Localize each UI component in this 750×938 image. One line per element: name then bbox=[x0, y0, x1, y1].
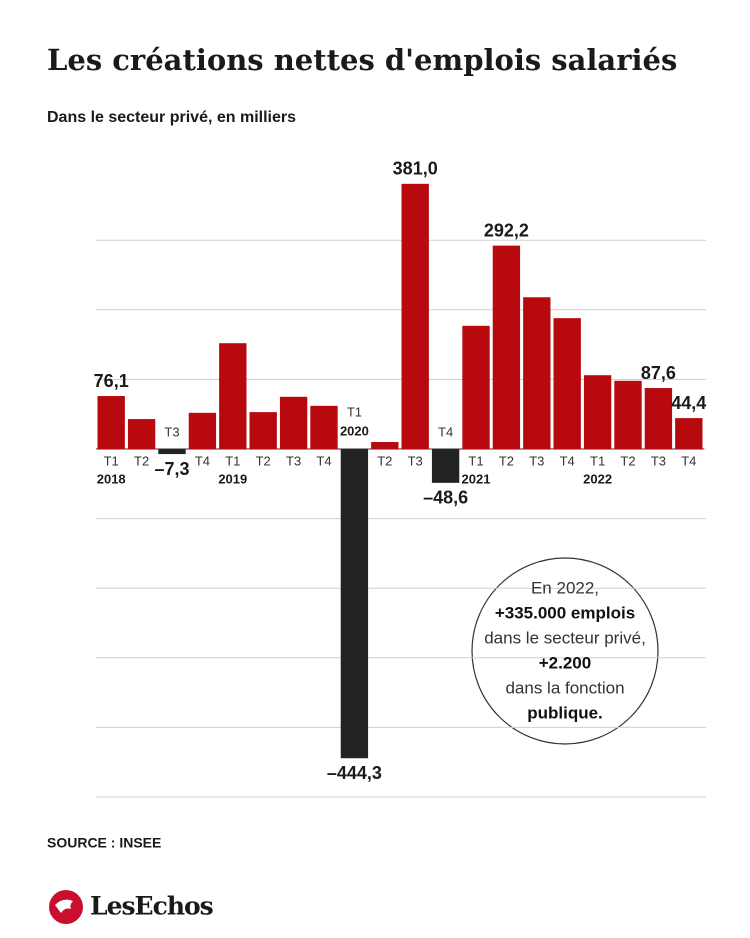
x-tick-label: T2 bbox=[256, 453, 271, 468]
year-label: 2021 bbox=[462, 471, 491, 486]
year-label: 2019 bbox=[218, 471, 247, 486]
value-label: –48,6 bbox=[423, 488, 468, 508]
bar bbox=[97, 396, 125, 449]
x-tick-label: T3 bbox=[408, 453, 423, 468]
x-tick-label: T2 bbox=[377, 453, 392, 468]
bar bbox=[310, 405, 338, 449]
bar bbox=[340, 449, 369, 759]
bar bbox=[675, 418, 703, 449]
annotation-line: En 2022, bbox=[531, 578, 599, 597]
bar bbox=[583, 375, 612, 449]
annotation-line: dans le secteur privé, bbox=[484, 628, 646, 647]
value-label: 381,0 bbox=[393, 159, 438, 179]
bar bbox=[431, 449, 460, 483]
year-label: 2022 bbox=[583, 471, 612, 486]
bar bbox=[523, 297, 551, 449]
x-tick-label: T3 bbox=[164, 424, 179, 439]
bar bbox=[614, 380, 642, 449]
bar bbox=[462, 325, 490, 449]
x-tick-label: T1 bbox=[347, 404, 362, 419]
annotation-line: +335.000 emplois bbox=[495, 603, 635, 622]
annotation-circle bbox=[471, 557, 659, 745]
x-tick-label: T3 bbox=[286, 453, 301, 468]
x-tick-label: T4 bbox=[195, 453, 210, 468]
x-tick-label: T3 bbox=[651, 453, 666, 468]
value-label: 87,6 bbox=[641, 363, 676, 383]
annotation-line: +2.200 bbox=[539, 653, 591, 672]
bar bbox=[553, 318, 581, 449]
annotation-line: dans la fonction bbox=[505, 678, 624, 697]
x-tick-label: T4 bbox=[560, 453, 575, 468]
chart-subtitle: Dans le secteur privé, en milliers bbox=[47, 109, 296, 126]
year-label: 2020 bbox=[340, 423, 369, 438]
x-tick-label: T1 bbox=[225, 453, 240, 468]
bar bbox=[127, 419, 156, 449]
x-tick-label: T2 bbox=[134, 453, 149, 468]
value-label: 44,4 bbox=[671, 393, 706, 413]
source: SOURCE : INSEE bbox=[47, 835, 161, 851]
bar bbox=[158, 449, 186, 455]
value-label: –444,3 bbox=[327, 763, 382, 783]
bar bbox=[188, 412, 217, 449]
x-tick-label: T4 bbox=[316, 453, 331, 468]
bar bbox=[644, 388, 673, 449]
value-label: 292,2 bbox=[484, 220, 529, 240]
x-tick-label: T2 bbox=[620, 453, 635, 468]
x-tick-label: T4 bbox=[438, 424, 453, 439]
bar bbox=[219, 343, 247, 449]
x-tick-label: T4 bbox=[681, 453, 696, 468]
value-label: –7,3 bbox=[154, 459, 189, 479]
bar bbox=[492, 245, 521, 449]
logo: LesEchos bbox=[90, 892, 214, 921]
chart-title: Les créations nettes d'emplois salariés bbox=[47, 43, 677, 77]
x-tick-label: T1 bbox=[590, 453, 605, 468]
annotation-line: publique. bbox=[527, 703, 603, 722]
x-tick-label: T1 bbox=[468, 453, 483, 468]
year-label: 2018 bbox=[97, 471, 126, 486]
x-tick-label: T2 bbox=[499, 453, 514, 468]
bar bbox=[371, 442, 399, 449]
x-tick-label: T1 bbox=[104, 453, 119, 468]
x-tick-label: T3 bbox=[529, 453, 544, 468]
logo-bird bbox=[55, 899, 73, 913]
bar bbox=[249, 412, 277, 449]
bar bbox=[279, 396, 308, 449]
value-label: 76,1 bbox=[94, 371, 129, 391]
bar bbox=[401, 183, 429, 449]
